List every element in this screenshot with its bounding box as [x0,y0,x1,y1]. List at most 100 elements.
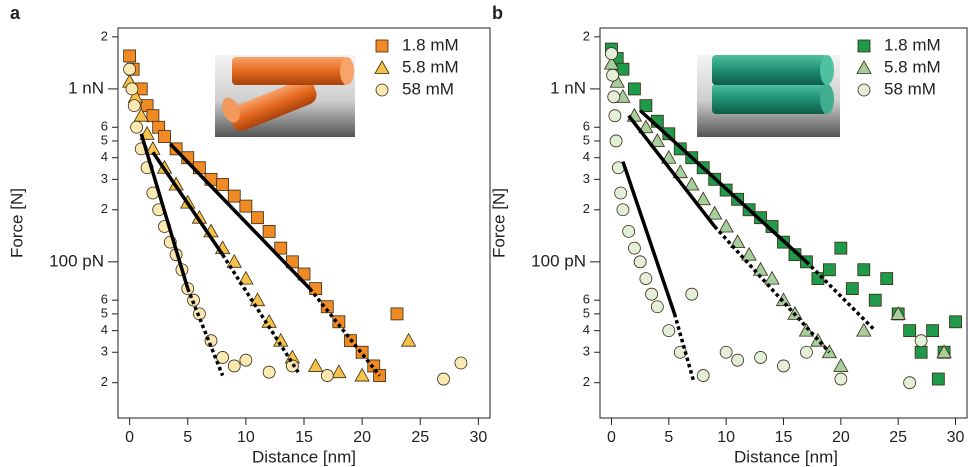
x-tick-label: 5 [183,429,192,446]
marker-circle [609,134,623,148]
marker-square [639,99,653,113]
marker-triangle [936,344,952,359]
marker-square [857,39,871,53]
marker-triangle [672,164,688,179]
marker-circle [650,300,664,314]
fit-line [805,260,877,332]
x-tick-label: 10 [717,429,735,446]
marker-triangle [638,119,654,134]
marker-circle [628,241,641,255]
marker-square [845,282,859,296]
legend-label: 58 mM [884,79,936,98]
marker-circle [914,334,928,348]
x-tick-label: 15 [295,429,313,446]
y-tick-label: 100 pN [49,251,104,270]
marker-triangle [374,60,390,74]
marker-circle [857,83,871,97]
x-axis-label: Distance [nm] [252,447,356,466]
y-tick-label: 6 [583,292,590,307]
marker-triangle [856,60,872,74]
marker-circle [262,365,276,379]
x-tick-label: 20 [353,429,371,446]
y-tick-label: 2 [583,201,590,216]
marker-circle [320,369,334,382]
marker-square [949,315,962,329]
fit-line [221,253,300,374]
y-tick-label: 100 pN [531,251,586,270]
marker-circle [645,287,659,301]
y-tick-label: 5 [101,305,108,320]
marker-triangle [833,358,849,372]
marker-square [251,211,264,225]
y-tick-label: 1 nN [68,78,104,97]
fit-line [621,161,677,315]
y-tick-label: 6 [101,119,108,134]
y-tick-label: 6 [583,119,590,134]
marker-square [274,241,288,255]
marker-circle [454,356,468,370]
panel-label: b [492,3,503,23]
fit-line [672,313,696,384]
marker-circle [731,353,745,367]
marker-circle [127,99,141,113]
x-tick-label: 15 [775,429,793,446]
marker-circle [834,372,848,386]
marker-triangle [354,367,370,382]
y-tick-label: 5 [101,132,108,147]
y-tick-label: 2 [101,374,108,389]
plot-area [603,42,962,390]
fit-line [308,287,381,377]
marker-circle [616,203,630,217]
marker-circle [239,353,253,367]
x-tick-label: 30 [469,429,487,446]
fit-line [627,114,717,228]
marker-circle [375,83,389,97]
x-tick-label: 25 [411,429,429,446]
y-tick-label: 3 [101,344,108,359]
marker-circle [227,359,241,373]
legend-label: 5.8 mM [402,57,459,76]
y-axis-label: Force [N] [489,188,508,258]
x-tick-label: 5 [664,429,673,446]
marker-circle [605,47,618,61]
inset-a [215,55,355,137]
marker-triangle [718,218,734,233]
marker-square [216,178,230,191]
marker-square [822,263,836,277]
marker-circle [719,345,733,359]
marker-square [146,109,160,123]
marker-square [239,199,253,213]
legend-label: 1.8 mM [402,35,459,54]
marker-square [628,82,641,96]
y-tick-label: 4 [101,149,108,164]
y-tick-label: 2 [101,201,108,216]
marker-circle [639,272,653,285]
plot-frame [599,27,968,419]
x-tick-label: 20 [832,429,850,446]
marker-circle [633,255,647,269]
inset-b [697,55,840,137]
plot-area [121,49,468,386]
marker-circle [622,224,636,238]
x-tick-label: 10 [237,429,255,446]
fit-line [186,287,225,377]
marker-triangle [707,205,723,220]
y-tick-label: 4 [583,149,590,164]
marker-square [926,324,939,338]
x-tick-label: 0 [607,429,616,446]
fit-line [713,225,831,354]
fit-line [139,133,190,290]
marker-circle [614,186,628,200]
marker-circle [123,62,137,76]
marker-triangle [226,254,242,268]
marker-square [390,307,404,321]
y-tick-label: 4 [583,322,590,337]
y-tick-label: 5 [583,305,590,320]
marker-square [834,241,848,255]
marker-square [662,127,676,141]
x-tick-label: 25 [889,429,907,446]
marker-circle [607,90,621,104]
marker-triangle [729,234,746,249]
x-tick-label: 0 [125,429,134,446]
